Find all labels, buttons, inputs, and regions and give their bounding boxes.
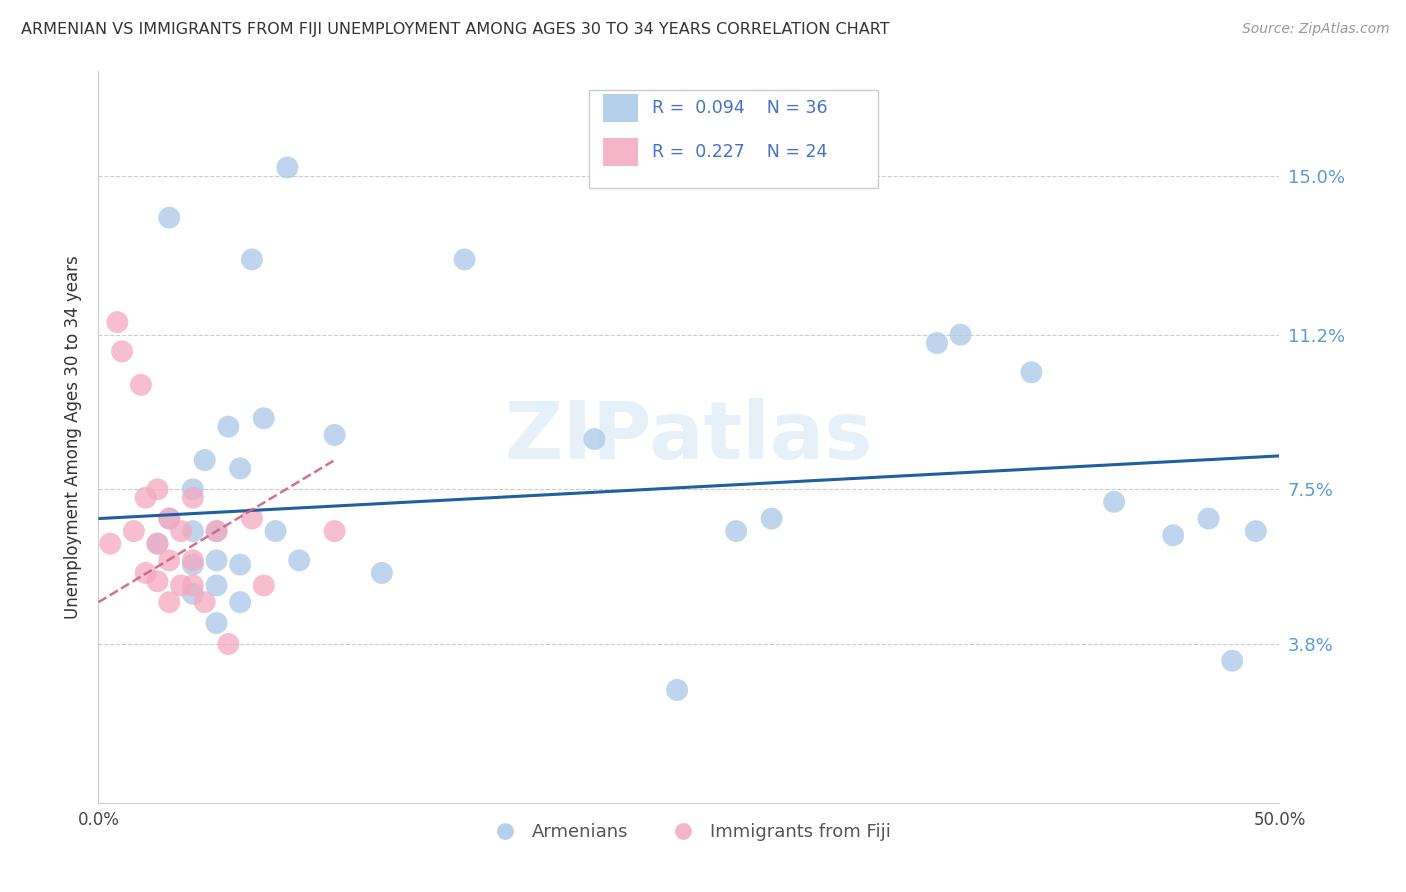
Point — [135, 566, 157, 580]
Point — [181, 483, 204, 497]
Point — [157, 511, 180, 525]
Point — [181, 587, 204, 601]
Point — [181, 558, 204, 572]
Point — [170, 524, 193, 538]
FancyBboxPatch shape — [603, 138, 638, 166]
Point — [949, 327, 972, 342]
Point — [111, 344, 134, 359]
Point — [1220, 654, 1243, 668]
Point — [181, 491, 204, 505]
Point — [157, 511, 180, 525]
Point — [229, 595, 252, 609]
Point — [205, 616, 228, 631]
Point — [205, 578, 228, 592]
Point — [194, 453, 217, 467]
Point — [129, 377, 152, 392]
Point — [146, 574, 169, 589]
Point — [1102, 495, 1125, 509]
Point — [666, 682, 689, 697]
Point — [146, 483, 169, 497]
Point — [205, 553, 228, 567]
Point — [229, 461, 252, 475]
Point — [1161, 528, 1184, 542]
Text: Source: ZipAtlas.com: Source: ZipAtlas.com — [1241, 22, 1389, 37]
Point — [288, 553, 311, 567]
Point — [146, 536, 169, 550]
FancyBboxPatch shape — [603, 94, 638, 122]
Point — [181, 553, 204, 567]
Point — [323, 428, 346, 442]
Point — [264, 524, 287, 538]
Point — [276, 161, 298, 175]
Point — [240, 511, 263, 525]
Point — [98, 536, 121, 550]
Text: ZIPatlas: ZIPatlas — [505, 398, 873, 476]
Point — [1198, 511, 1220, 525]
Point — [181, 578, 204, 592]
Text: ARMENIAN VS IMMIGRANTS FROM FIJI UNEMPLOYMENT AMONG AGES 30 TO 34 YEARS CORRELAT: ARMENIAN VS IMMIGRANTS FROM FIJI UNEMPLO… — [21, 22, 890, 37]
Point — [925, 336, 948, 351]
Legend: Armenians, Immigrants from Fiji: Armenians, Immigrants from Fiji — [479, 816, 898, 848]
Point — [583, 432, 606, 446]
Point — [105, 315, 128, 329]
Point — [157, 211, 180, 225]
Point — [323, 524, 346, 538]
FancyBboxPatch shape — [589, 90, 877, 188]
Point — [240, 252, 263, 267]
Point — [205, 524, 228, 538]
Text: R =  0.227    N = 24: R = 0.227 N = 24 — [652, 143, 828, 161]
Point — [725, 524, 748, 538]
Point — [194, 595, 217, 609]
Y-axis label: Unemployment Among Ages 30 to 34 years: Unemployment Among Ages 30 to 34 years — [65, 255, 83, 619]
Point — [205, 524, 228, 538]
Point — [157, 595, 180, 609]
Point — [157, 553, 180, 567]
Point — [253, 578, 276, 592]
Point — [1244, 524, 1267, 538]
Point — [371, 566, 394, 580]
Point — [453, 252, 475, 267]
Point — [229, 558, 252, 572]
Point — [253, 411, 276, 425]
Point — [170, 578, 193, 592]
Point — [1021, 365, 1043, 379]
Point — [146, 536, 169, 550]
Text: R =  0.094    N = 36: R = 0.094 N = 36 — [652, 99, 828, 117]
Point — [217, 637, 239, 651]
Point — [761, 511, 783, 525]
Point — [135, 491, 157, 505]
Point — [122, 524, 145, 538]
Point — [217, 419, 239, 434]
Point — [181, 524, 204, 538]
